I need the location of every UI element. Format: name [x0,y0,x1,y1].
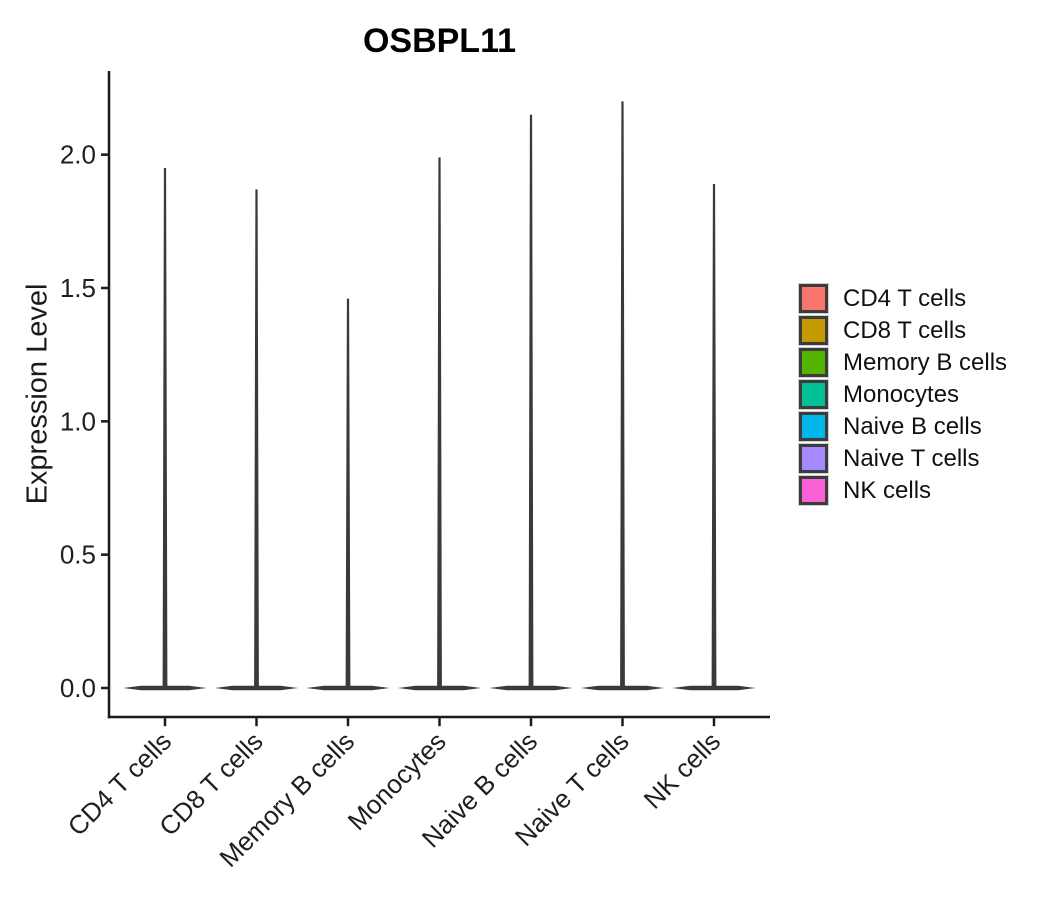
y-tick-label: 0.0 [60,673,96,703]
legend-item: NK cells [799,476,1007,505]
violin-spike [437,157,442,687]
violin-naive-t-cells [581,101,664,691]
violin-base [123,685,207,691]
violin-spike [620,101,625,687]
legend-swatch [799,380,828,409]
violin-spike [162,167,168,687]
violin-spike [711,183,717,687]
violin-spike [528,114,534,687]
violin-naive-b-cells [489,114,573,691]
y-tick-marks [101,153,109,690]
violin-base [215,685,298,691]
x-tick-label: NK cells [638,726,727,815]
y-tick-label: 2.0 [60,140,96,170]
y-tick-label: 1.5 [60,273,96,303]
legend-label: Monocytes [843,380,960,408]
legend-label: Naive B cells [843,412,982,440]
violin-memory-b-cells [306,298,390,691]
violin-base [581,685,664,691]
violin-nk-cells [672,183,756,691]
legend-swatch [799,444,828,473]
legend-label: CD4 T cells [843,284,967,312]
legend-item: CD8 T cells [799,316,1007,345]
legend: CD4 T cells CD8 T cells Memory B cells Mono… [799,284,1007,508]
legend-swatch [799,476,828,505]
legend-item: CD4 T cells [799,284,1007,313]
violin-base [489,685,573,691]
legend-item: Memory B cells [799,348,1007,377]
y-tick-label: 0.5 [60,540,96,570]
legend-swatch [799,284,828,313]
legend-item: Monocytes [799,380,1007,409]
y-tick-label: 1.0 [60,406,96,436]
legend-item: Naive B cells [799,412,1007,441]
violin-spike [345,298,351,687]
violin-spike [254,189,259,687]
legend-swatch [799,348,828,377]
legend-item: Naive T cells [799,444,1007,473]
legend-label: Memory B cells [843,348,1008,376]
legend-swatch [799,412,828,441]
violin-cd8-t-cells [215,189,298,691]
legend-swatch [799,316,828,345]
y-tick-labels: 0.0 0.5 1.0 1.5 2.0 [60,140,96,703]
x-tick-marks [163,718,716,727]
legend-label: Naive T cells [843,444,980,472]
legend-label: NK cells [843,476,932,504]
violin-base [306,685,390,691]
violins [123,101,756,691]
legend-label: CD8 T cells [843,316,967,344]
violin-base [398,685,481,691]
axes [107,71,770,719]
chart-title: OSBPL11 [362,22,517,60]
violin-base [672,685,756,691]
violin-cd4-t-cells [123,167,207,691]
violin-monocytes [398,157,481,691]
